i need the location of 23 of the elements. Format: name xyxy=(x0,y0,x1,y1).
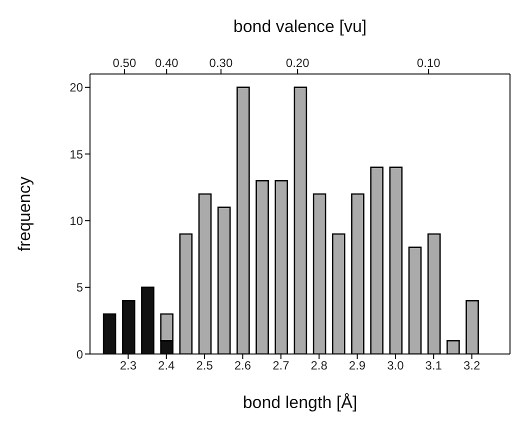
y-tick-label: 10 xyxy=(70,214,84,228)
x2-tick-label: 0.20 xyxy=(286,56,310,70)
x2-tick-label: 0.50 xyxy=(112,56,136,70)
y-tick-label: 15 xyxy=(70,147,84,162)
x-tick-label: 3.2 xyxy=(463,358,480,373)
x-tick-label: 2.4 xyxy=(158,358,176,373)
x-tick-label: 3.0 xyxy=(387,358,404,373)
y-axis-title: frequency xyxy=(15,176,34,252)
y-tick-label: 5 xyxy=(76,280,84,295)
x-tick-label: 2.7 xyxy=(272,358,290,373)
x-tick-label: 3.1 xyxy=(425,358,442,373)
x-tick-label: 2.3 xyxy=(120,358,137,373)
y-tick-label: 20 xyxy=(70,80,84,95)
x2-tick-label: 0.10 xyxy=(416,56,441,70)
x-tick-label: 2.9 xyxy=(348,358,366,373)
x-tick-label: 2.6 xyxy=(234,358,252,373)
y-tick-label: 0 xyxy=(76,347,84,362)
x2-tick-label: 0.30 xyxy=(209,56,233,70)
x-axis-title: bond length [Å] xyxy=(242,393,358,412)
x-tick-label: 2.8 xyxy=(310,358,328,373)
x2-axis-title: bond valence [vu] xyxy=(233,17,367,36)
x2-tick-label: 0.40 xyxy=(154,56,179,70)
x-tick-label: 2.5 xyxy=(196,358,214,373)
